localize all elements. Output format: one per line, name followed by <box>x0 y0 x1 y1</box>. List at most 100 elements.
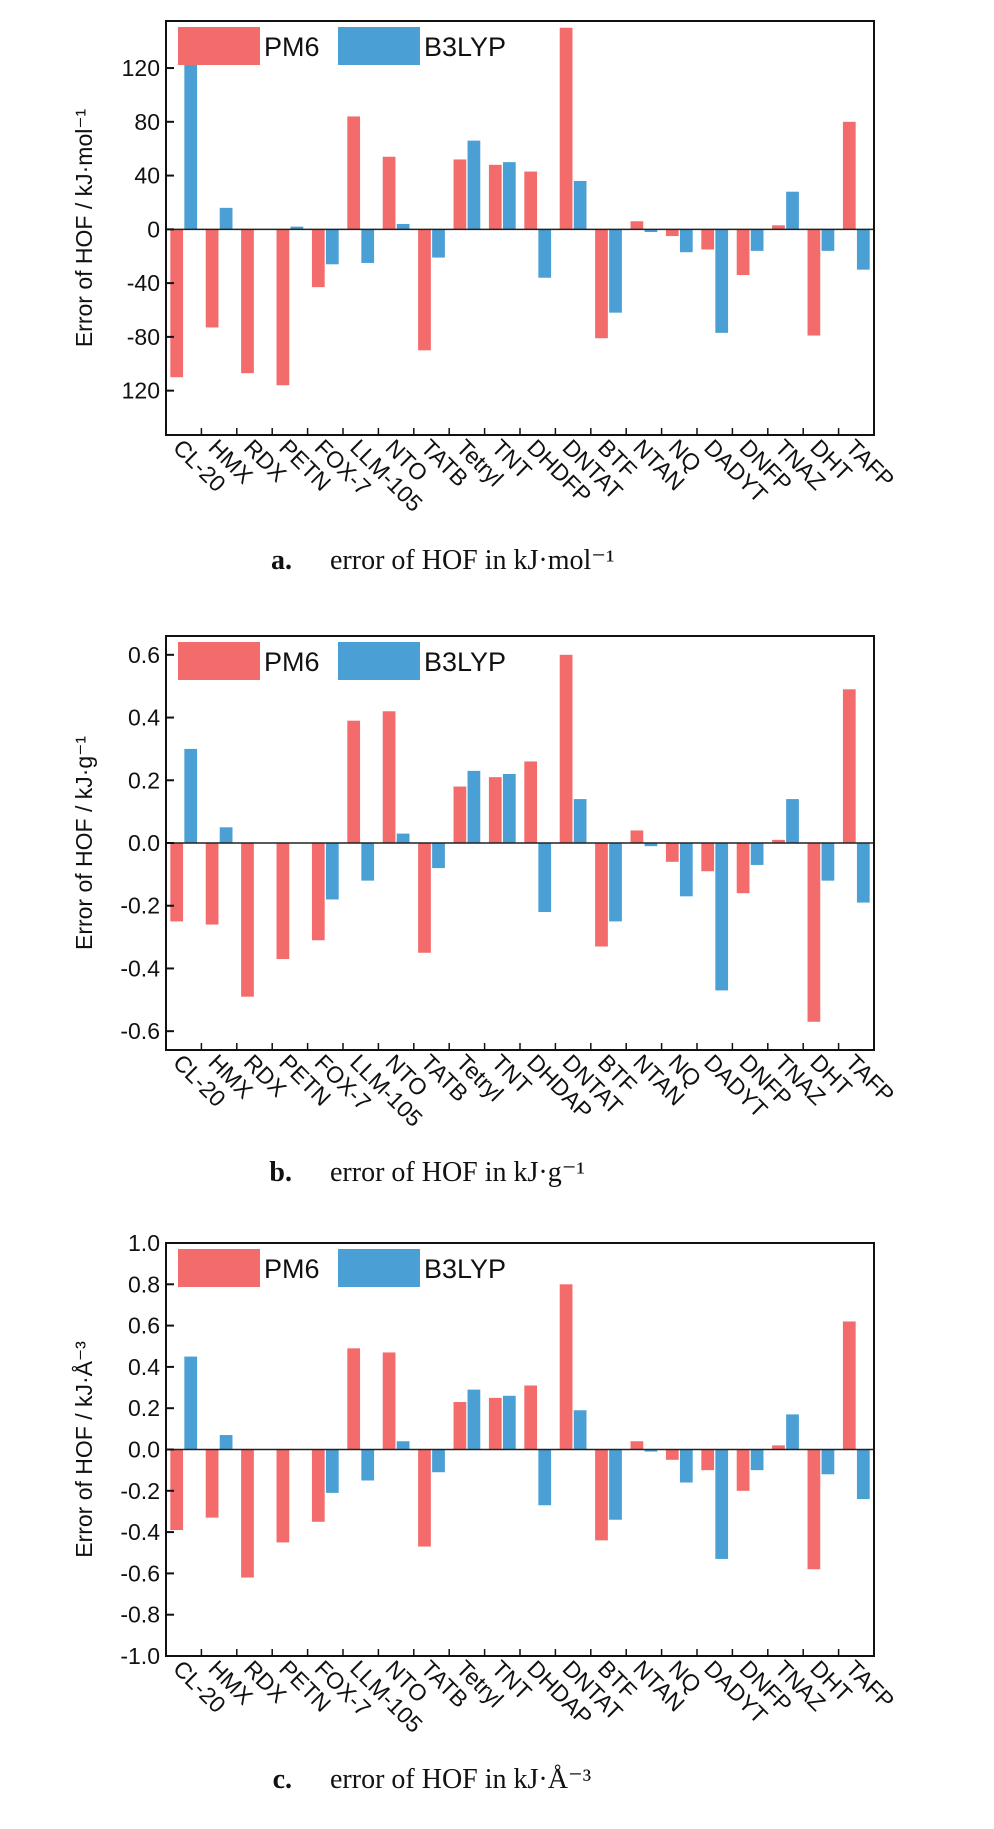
legend-swatch <box>178 642 260 680</box>
bar <box>524 171 538 230</box>
bar <box>453 159 467 230</box>
bar <box>418 229 431 351</box>
bar <box>524 761 538 843</box>
bar <box>347 116 361 230</box>
bar <box>311 1449 325 1522</box>
bar <box>325 843 339 900</box>
bar <box>595 1449 608 1541</box>
bar <box>842 121 856 230</box>
bar <box>559 654 573 843</box>
panel: -1.0-0.8-0.6-0.4-0.20.00.20.40.60.81.0CL… <box>70 1230 900 1795</box>
y-tick-label: 0.0 <box>128 1437 160 1463</box>
y-axis-label: Error of HOF / kJ·Å⁻³ <box>70 1341 97 1558</box>
bar <box>644 229 658 233</box>
bar <box>715 229 729 333</box>
bar <box>170 229 184 378</box>
bar <box>361 843 375 881</box>
caption-label: b. <box>269 1157 292 1188</box>
bar <box>715 843 729 991</box>
bar <box>807 1449 821 1570</box>
bar <box>467 770 481 843</box>
bar <box>679 843 693 897</box>
bar <box>595 229 608 339</box>
legend-swatch <box>338 642 420 680</box>
bar <box>276 1449 290 1543</box>
y-tick-label: 0.4 <box>128 705 160 731</box>
bar <box>219 827 233 843</box>
y-tick-label: -0.8 <box>120 1602 160 1628</box>
legend-swatch <box>338 1249 420 1287</box>
bar <box>630 1441 644 1450</box>
bar <box>276 229 290 386</box>
bar <box>325 229 339 265</box>
y-tick-label: 1.0 <box>128 1230 160 1256</box>
bar <box>488 777 502 843</box>
bar <box>786 799 799 843</box>
y-tick-label: 80 <box>134 109 160 135</box>
bar <box>772 839 785 843</box>
bar <box>821 843 835 881</box>
y-tick-label: -0.4 <box>120 955 160 981</box>
bar <box>502 162 516 230</box>
bar <box>418 843 431 953</box>
bar <box>219 1435 233 1450</box>
bar <box>382 156 396 230</box>
bar <box>538 843 552 912</box>
bar <box>772 1445 785 1450</box>
caption-label: c. <box>273 1764 292 1795</box>
bar <box>538 1449 552 1506</box>
bar <box>276 843 290 960</box>
y-tick-label: -0.4 <box>120 1519 160 1545</box>
bar <box>736 229 750 276</box>
bar <box>488 164 502 230</box>
bar <box>573 180 587 230</box>
bar <box>750 229 764 251</box>
bar <box>679 229 693 253</box>
bar <box>205 843 219 925</box>
bar <box>856 843 870 903</box>
y-tick-label: 0.2 <box>128 1395 160 1421</box>
bar <box>241 843 254 997</box>
y-tick-label: -0.6 <box>120 1560 160 1586</box>
bar <box>205 229 219 328</box>
bar <box>432 229 445 258</box>
bar <box>630 221 644 230</box>
bar <box>644 1449 658 1452</box>
bar <box>736 843 750 894</box>
bar <box>347 1348 361 1450</box>
caption: error of HOF in kJ·mol⁻¹ <box>330 545 614 576</box>
bar <box>396 833 410 843</box>
y-tick-label: -1.0 <box>120 1643 160 1669</box>
bar <box>701 229 715 250</box>
legend-swatch <box>338 27 420 65</box>
y-tick-label: 0.4 <box>128 1354 160 1380</box>
bar <box>432 843 445 869</box>
bar <box>382 1352 396 1450</box>
bar <box>184 748 198 843</box>
bar <box>807 843 821 1022</box>
bar <box>347 720 361 843</box>
bar <box>786 1414 799 1450</box>
bar <box>772 225 785 230</box>
y-tick-label: 0.8 <box>128 1271 160 1297</box>
legend-label: PM6 <box>264 1254 320 1284</box>
bar <box>432 1449 445 1473</box>
bar <box>644 843 658 847</box>
bar <box>184 54 198 230</box>
bar <box>609 843 622 922</box>
legend-label: B3LYP <box>424 32 506 62</box>
bar <box>786 191 799 230</box>
bar <box>170 1449 184 1531</box>
y-tick-label: 120 <box>122 55 160 81</box>
bar <box>396 1441 410 1450</box>
y-tick-label: 0.6 <box>128 642 160 668</box>
caption: error of HOF in kJ·g⁻¹ <box>330 1157 585 1188</box>
y-tick-label: -0.2 <box>120 893 160 919</box>
bar <box>701 843 715 872</box>
y-tick-label: -40 <box>127 270 160 296</box>
caption-label: a. <box>271 545 292 576</box>
y-tick-label: -0.2 <box>120 1478 160 1504</box>
y-tick-label: 0.2 <box>128 767 160 793</box>
legend-swatch <box>178 27 260 65</box>
y-tick-label: -80 <box>127 324 160 350</box>
